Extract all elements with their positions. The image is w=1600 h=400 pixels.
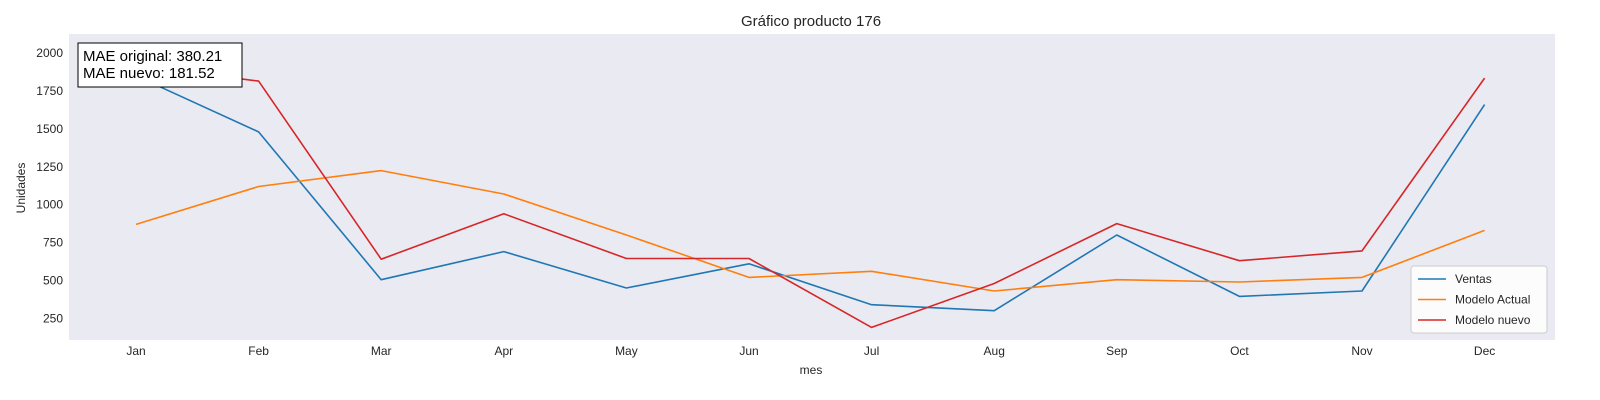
annotation-line-1: MAE original: 380.21 bbox=[83, 48, 222, 65]
series-line-2 bbox=[135, 169, 1485, 292]
y-tick-label: 1000 bbox=[36, 198, 63, 212]
x-tick-label: Jun bbox=[739, 344, 758, 358]
series-line-3 bbox=[135, 64, 1486, 329]
y-axis-ticks: 250 500 750 1000 1250 1500 1750 2000 bbox=[36, 46, 63, 325]
y-tick-label: 250 bbox=[43, 311, 63, 325]
x-axis-label: mes bbox=[800, 363, 823, 377]
legend-label: Ventas bbox=[1455, 272, 1492, 286]
y-tick-label: 1500 bbox=[36, 122, 63, 136]
x-tick-label: Feb bbox=[248, 344, 269, 358]
x-tick-label: Aug bbox=[984, 344, 1005, 358]
series-lines bbox=[135, 64, 1486, 329]
x-tick-label: Sep bbox=[1106, 344, 1128, 358]
legend-box bbox=[1410, 265, 1548, 334]
legend-label: Modelo Actual bbox=[1455, 293, 1530, 307]
x-tick-label: Nov bbox=[1351, 344, 1372, 358]
legend: Ventas Modelo Actual Modelo nuevo bbox=[1410, 265, 1548, 334]
annotation-box bbox=[77, 42, 243, 88]
x-axis-ticks: Jan Feb Mar Apr May Jun Jul Aug Sep Oct Nov Dec bbox=[126, 344, 1495, 358]
x-tick-label: Oct bbox=[1230, 344, 1249, 358]
series-line-1 bbox=[135, 75, 1486, 312]
x-tick-label: Dec bbox=[1474, 344, 1495, 358]
y-axis-label: Unidades bbox=[14, 163, 28, 214]
x-tick-label: Mar bbox=[371, 344, 392, 358]
y-tick-label: 1750 bbox=[36, 84, 63, 98]
x-tick-label: Jul bbox=[864, 344, 879, 358]
plot-area bbox=[69, 34, 1555, 340]
y-tick-label: 1250 bbox=[36, 160, 63, 174]
chart-title: Gráfico producto 176 bbox=[741, 13, 881, 30]
annotation-line-2: MAE nuevo: 181.52 bbox=[83, 65, 215, 82]
x-tick-label: Apr bbox=[494, 344, 513, 358]
legend-label: Modelo nuevo bbox=[1455, 313, 1531, 327]
x-tick-label: May bbox=[615, 344, 638, 358]
y-tick-label: 500 bbox=[43, 273, 63, 287]
y-tick-label: 2000 bbox=[36, 46, 63, 60]
x-tick-label: Jan bbox=[126, 344, 145, 358]
mae-annotation: MAE original: 380.21 MAE nuevo: 181.52 bbox=[77, 42, 243, 88]
y-tick-label: 750 bbox=[43, 236, 63, 250]
